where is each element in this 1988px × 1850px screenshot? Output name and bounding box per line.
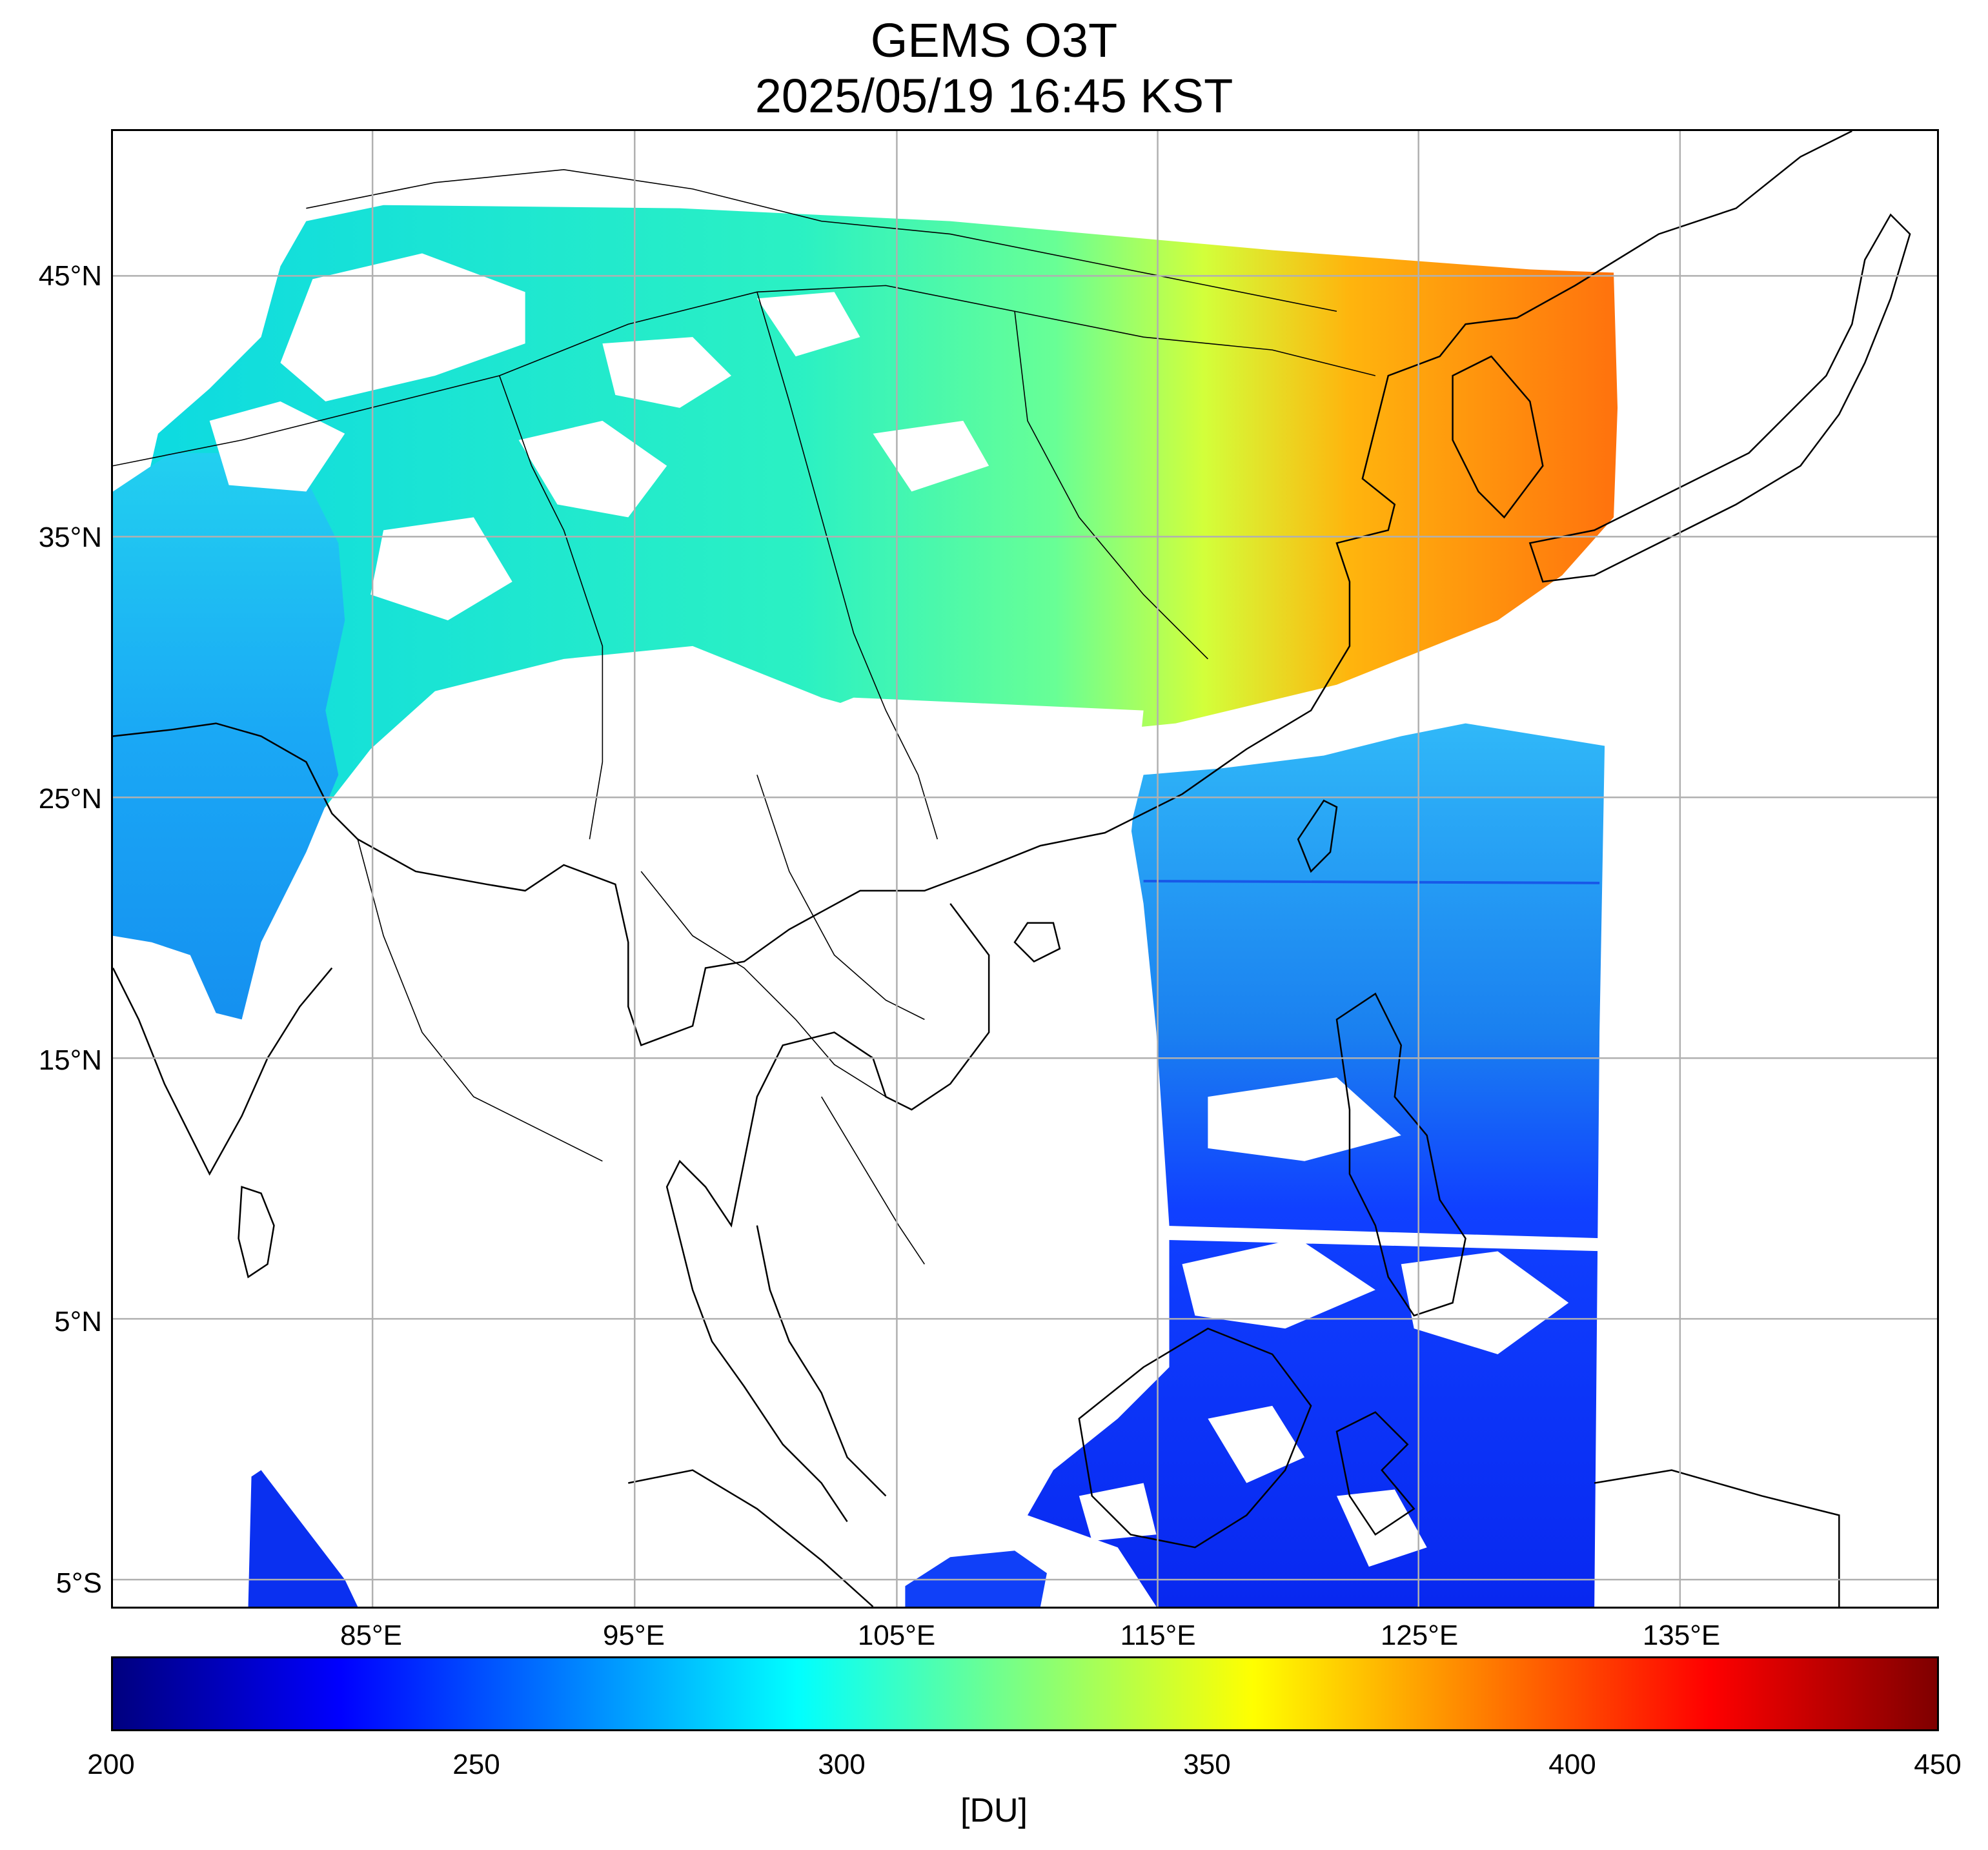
- coastlines: [113, 131, 1911, 1607]
- taiwan: [1297, 799, 1338, 873]
- lat-label-25n: 25°N: [38, 783, 102, 815]
- philippines: [1335, 992, 1466, 1317]
- lat-label-5n: 5°N: [54, 1306, 102, 1337]
- swath-seam-line: [1143, 879, 1600, 884]
- mainland-coast: [113, 131, 1852, 1046]
- sw-wedge: [248, 1470, 358, 1607]
- colorbar-unit-label: [DU]: [960, 1792, 1028, 1829]
- lon-label-115e: 115°E: [1120, 1620, 1196, 1651]
- india-coast: [113, 967, 333, 1176]
- cloud-gaps: [209, 253, 1608, 1567]
- ozone-data-layer: [113, 205, 1618, 1607]
- sumatra: [628, 1469, 874, 1607]
- malay-peninsula: [756, 1225, 887, 1497]
- lon-label-125e: 125°E: [1380, 1620, 1459, 1651]
- west-swath: [113, 452, 345, 1020]
- map-panel: [111, 129, 1939, 1609]
- lon-label-85e: 85°E: [340, 1620, 402, 1651]
- north-swath: [138, 205, 1618, 840]
- hainan: [1013, 922, 1061, 963]
- lat-label-35n: 35°N: [38, 522, 102, 553]
- colorbar-tick-350: 350: [1183, 1749, 1231, 1780]
- ozone-map: [113, 131, 1937, 1607]
- lat-label-5s: 5°S: [56, 1567, 102, 1599]
- colorbar-tick-300: 300: [818, 1749, 866, 1780]
- admin-borders: [113, 169, 1376, 1265]
- colorbar-tick-250: 250: [452, 1749, 500, 1780]
- sulawesi: [1335, 1411, 1415, 1536]
- lat-label-15n: 15°N: [38, 1044, 102, 1076]
- map-gridlines: [113, 131, 1937, 1607]
- new-guinea: [1594, 1469, 1840, 1607]
- indochina-coast: [665, 903, 990, 1523]
- colorbar-tick-400: 400: [1548, 1749, 1596, 1780]
- colorbar: [111, 1656, 1939, 1731]
- lon-label-105e: 105°E: [857, 1620, 936, 1651]
- java-sea-patch: [905, 1550, 1047, 1607]
- lat-label-45n: 45°N: [38, 260, 102, 292]
- korea: [1452, 355, 1544, 519]
- japan: [1528, 213, 1911, 583]
- lon-label-135e: 135°E: [1642, 1620, 1721, 1651]
- map-timestamp: 2025/05/19 16:45 KST: [755, 69, 1233, 123]
- sri-lanka: [238, 1186, 275, 1279]
- lon-label-95e: 95°E: [603, 1620, 665, 1651]
- colorbar-tick-450: 450: [1914, 1749, 1962, 1780]
- east-swath: [1027, 723, 1605, 1607]
- map-title: GEMS O3T: [870, 14, 1118, 67]
- colorbar-tick-200: 200: [87, 1749, 135, 1780]
- borneo: [1078, 1327, 1312, 1549]
